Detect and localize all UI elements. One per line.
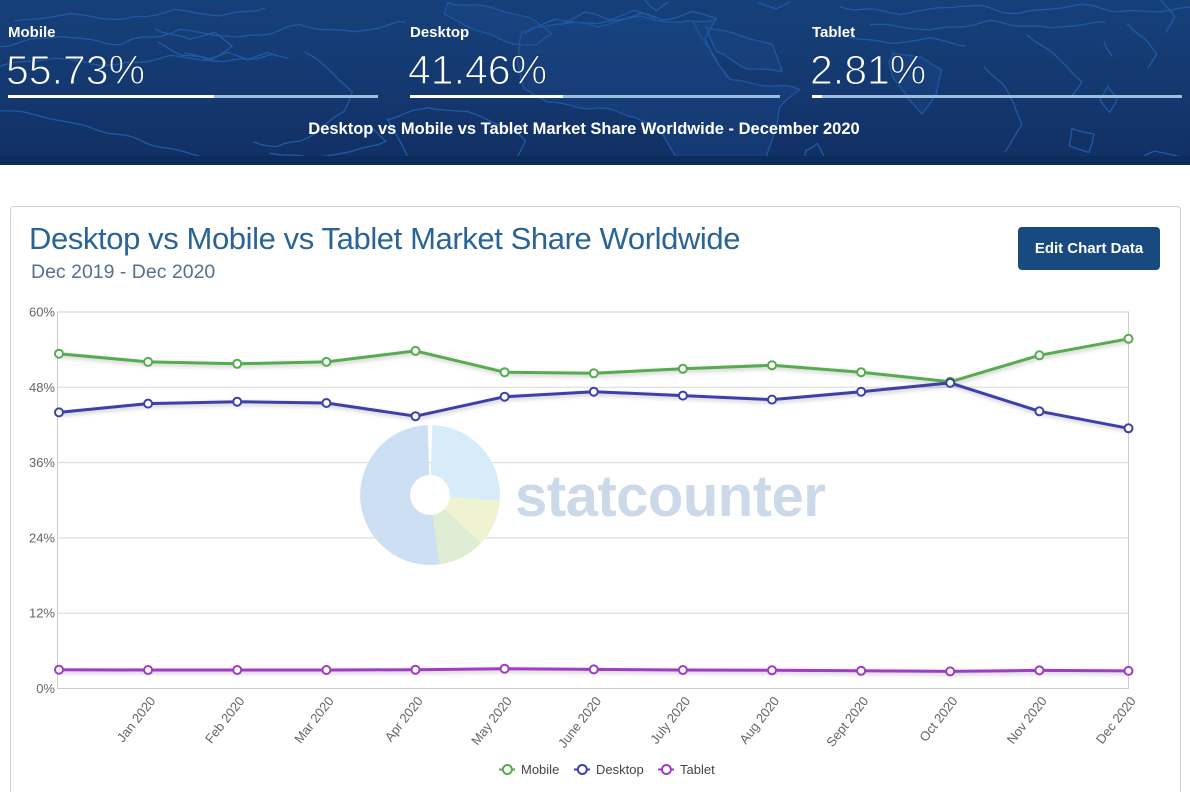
svg-text:36%: 36% [29, 455, 55, 470]
svg-text:Nov 2020: Nov 2020 [1004, 694, 1050, 747]
svg-text:statcounter: statcounter [515, 464, 825, 529]
svg-text:June 2020: June 2020 [555, 694, 604, 751]
svg-text:Oct 2020: Oct 2020 [916, 694, 960, 745]
svg-text:Aug 2020: Aug 2020 [736, 694, 782, 747]
svg-text:Dec 2020: Dec 2020 [1093, 694, 1139, 747]
svg-text:Sept 2020: Sept 2020 [823, 694, 871, 750]
svg-text:Tablet: Tablet [680, 762, 715, 777]
svg-text:48%: 48% [29, 380, 55, 395]
svg-text:Mobile: Mobile [521, 762, 559, 777]
svg-text:12%: 12% [29, 606, 55, 621]
svg-text:60%: 60% [29, 305, 55, 320]
svg-text:Apr 2020: Apr 2020 [382, 694, 426, 745]
svg-text:0%: 0% [36, 681, 55, 696]
svg-text:Desktop: Desktop [596, 762, 644, 777]
svg-text:Feb 2020: Feb 2020 [202, 694, 248, 747]
svg-text:July 2020: July 2020 [647, 694, 693, 747]
svg-text:Mar 2020: Mar 2020 [291, 694, 337, 747]
svg-text:Jan 2020: Jan 2020 [114, 694, 159, 745]
svg-text:24%: 24% [29, 530, 55, 545]
svg-text:May 2020: May 2020 [468, 694, 515, 748]
